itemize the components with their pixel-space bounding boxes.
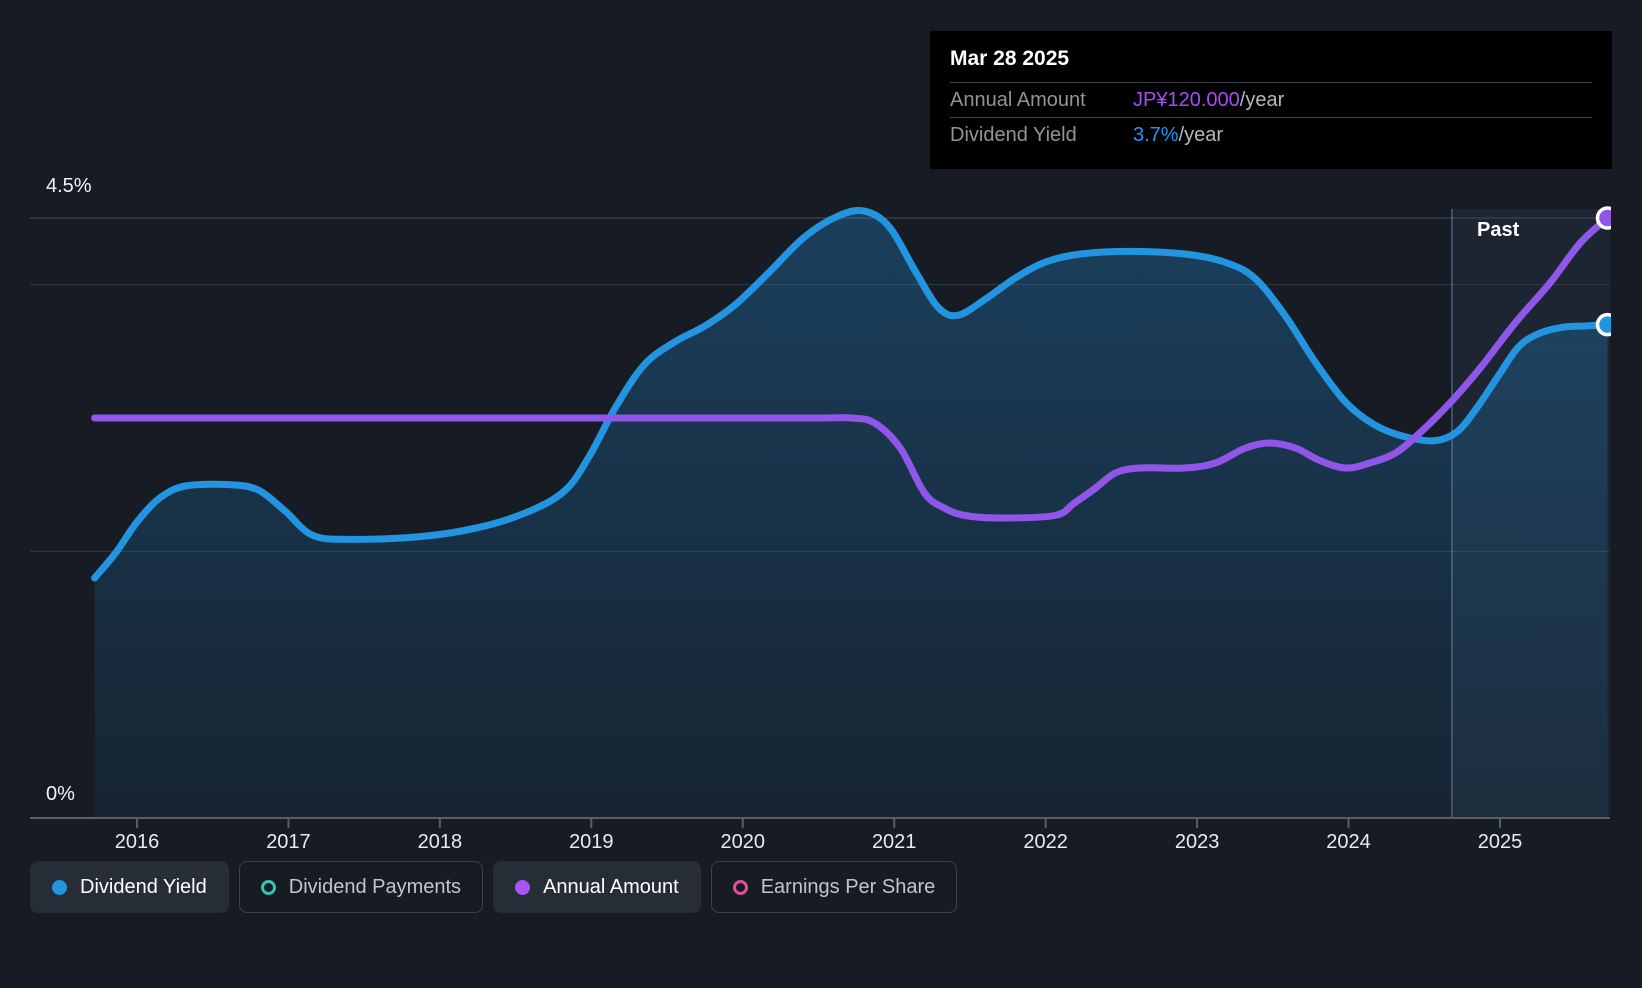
legend-label: Annual Amount: [543, 875, 679, 898]
tooltip-suffix: /year: [1178, 123, 1224, 146]
x-axis-label-2025: 2025: [1477, 831, 1523, 853]
legend-label: Dividend Yield: [80, 875, 207, 898]
dividend-yield-line: [91, 207, 1611, 582]
x-axis-label-2024: 2024: [1326, 831, 1371, 853]
tooltip: Mar 28 2025 Annual Amount JP¥120.000 /ye…: [930, 31, 1612, 169]
dividend-payments-marker-icon: [260, 879, 276, 895]
dividend-yield-marker-icon: [52, 879, 67, 895]
legend-label: Earnings Per Share: [760, 875, 936, 898]
tooltip-date: Mar 28 2025: [950, 47, 1070, 70]
x-axis-label-2016: 2016: [114, 831, 160, 853]
x-axis-label-2017: 2017: [266, 831, 311, 853]
legend-button-dividend-yield[interactable]: Dividend Yield: [30, 861, 229, 913]
tooltip-suffix: /year: [1239, 88, 1285, 111]
x-axis-label-2020: 2020: [720, 831, 766, 853]
legend-label: Dividend Payments: [288, 875, 462, 898]
legend-button-earnings-per-share[interactable]: Earnings Per Share: [710, 861, 958, 913]
y-axis-label-max: 4.5%: [46, 175, 92, 197]
tooltip-label: Dividend Yield: [950, 123, 1077, 146]
x-axis-label-2022: 2022: [1023, 831, 1068, 853]
x-axis-label-2019: 2019: [569, 831, 614, 853]
legend-button-annual-amount[interactable]: Annual Amount: [493, 861, 701, 913]
earnings-per-share-marker-icon: [732, 879, 748, 895]
dividend-yield-area-fill: [94, 210, 1608, 818]
tooltip-value-annual-amount: JP¥120.000: [1133, 88, 1240, 111]
tooltip-row-annual-amount: Annual Amount JP¥120.000 /year: [950, 82, 1592, 117]
y-axis-label-min: 0%: [46, 783, 75, 805]
right-edge-mask: [1611, 0, 1642, 988]
x-axis-label-2021: 2021: [871, 831, 917, 853]
legend: Dividend Yield Dividend Payments Annual Am…: [30, 861, 958, 913]
x-axis-label-2018: 2018: [417, 831, 463, 853]
x-axis-label-2023: 2023: [1174, 831, 1220, 853]
tooltip-label: Annual Amount: [950, 88, 1086, 111]
legend-button-dividend-payments[interactable]: Dividend Payments: [238, 861, 484, 913]
annual-amount-line: [91, 214, 1611, 522]
tooltip-value-dividend-yield: 3.7%: [1133, 123, 1179, 146]
tooltip-row-dividend-yield: Dividend Yield 3.7% /year: [950, 117, 1592, 152]
annual-amount-marker-icon: [515, 879, 531, 895]
past-region-label: Past: [1477, 219, 1520, 241]
